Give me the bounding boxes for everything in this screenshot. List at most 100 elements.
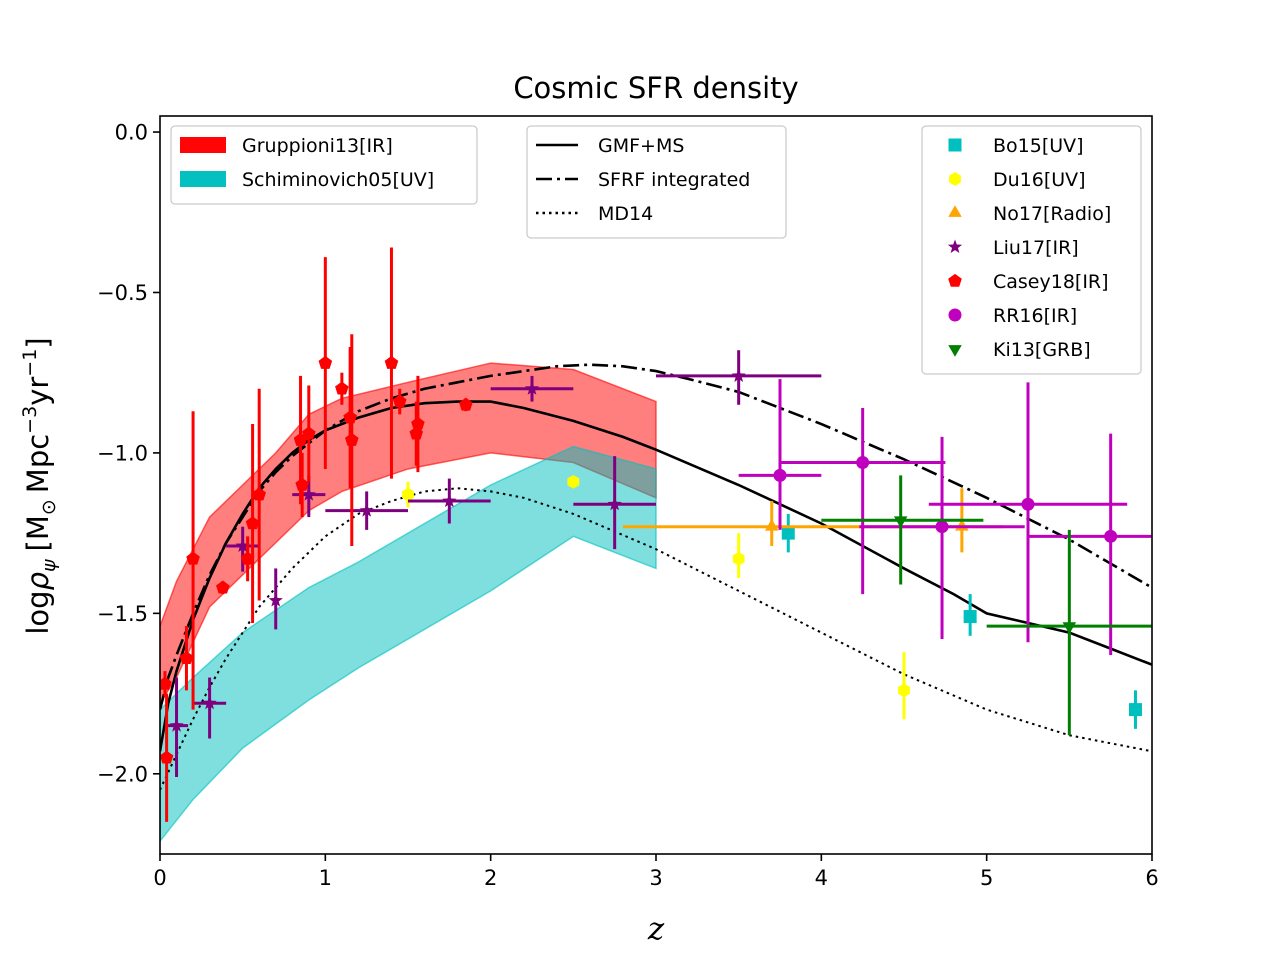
- legend-swatch: [180, 171, 226, 187]
- x-tick-label: 2: [484, 866, 497, 890]
- points-bo15-uv: [781, 513, 1142, 729]
- legend-swatch: [180, 137, 226, 153]
- point-liu17-ir: [524, 381, 540, 395]
- point-casey18-ir: [252, 487, 266, 501]
- y-label-exp1: −3: [19, 406, 41, 434]
- point-casey18-ir: [318, 355, 333, 369]
- point-liu17-ir: [235, 538, 250, 553]
- legend-upper-right: Bo15[UV] Du16[UV] No17[Radio] Liu17[IR] Case…: [921, 125, 1142, 375]
- legend-marker: [948, 345, 962, 357]
- line-sfrf-integrated: [160, 363, 1152, 710]
- point-casey18-ir: [302, 426, 316, 440]
- legend-entry-sfrf-integrated: SFRF integrated: [536, 169, 750, 191]
- points-casey18-ir: [160, 247, 473, 822]
- x-tick-label: 1: [319, 866, 332, 890]
- point-rr16-ir: [773, 468, 787, 482]
- point-liu17-ir: [442, 493, 457, 508]
- point-casey18-ir: [343, 410, 357, 424]
- point-liu17-ir: [169, 718, 184, 732]
- points-liu17-ir: [164, 350, 822, 777]
- legend-marker: [948, 273, 962, 287]
- point-casey18-ir: [160, 676, 172, 690]
- legend-marker: [948, 308, 962, 322]
- x-tick-label: 4: [815, 866, 828, 890]
- point-du16-uv: [898, 683, 910, 698]
- point-casey18-ir: [186, 551, 200, 565]
- point-bo15-uv: [963, 610, 977, 624]
- point-liu17-ir: [301, 487, 316, 501]
- point-casey18-ir: [245, 516, 260, 530]
- legend-label: RR16[IR]: [993, 305, 1077, 327]
- legend-label: Schiminovich05[UV]: [242, 169, 434, 191]
- points-du16-uv: [402, 474, 910, 720]
- y-axis-label-text: logρψ [M⊙ Mpc−3yr−1]: [19, 337, 60, 634]
- plot-area: [160, 247, 1152, 843]
- legend-entry-gruppioni13-ir: Gruppioni13[IR]: [180, 135, 393, 157]
- point-du16-uv: [402, 487, 414, 502]
- legend-entry-casey18-ir: Casey18[IR]: [948, 271, 1109, 293]
- point-liu17-ir: [268, 593, 283, 607]
- legend-entry-md14: MD14: [536, 203, 653, 225]
- point-liu17-ir: [359, 503, 374, 517]
- y-tick-label: −2.0: [97, 762, 148, 786]
- legend-label: SFRF integrated: [598, 169, 750, 191]
- axis-ticks: 0 1 2 3 4 5 6 0.0 −0.5 −1.0 −1.5 −2.0: [97, 121, 1159, 890]
- point-casey18-ir: [459, 397, 473, 411]
- point-liu17-ir: [731, 368, 746, 382]
- point-ki13-grb: [893, 516, 908, 529]
- legend-frame: [170, 125, 478, 205]
- y-tick-label: −0.5: [97, 281, 148, 305]
- chart-title: Cosmic SFR density: [513, 71, 798, 105]
- legend-label: Liu17[IR]: [993, 237, 1079, 259]
- y-tick-label: −1.5: [97, 602, 148, 626]
- point-ki13-grb: [1062, 622, 1077, 634]
- legends: Gruppioni13[IR] Schiminovich05[UV] GMF+MS S…: [170, 125, 1142, 375]
- y-label-yr: yr: [21, 377, 55, 406]
- legend-entry-no17-radio: No17[Radio]: [948, 203, 1111, 225]
- legend-entry-du16-uv: Du16[UV]: [949, 169, 1086, 191]
- legend-marker: [947, 239, 963, 254]
- x-tick-label: 0: [153, 866, 166, 890]
- legend-marker: [949, 172, 961, 186]
- point-rr16-ir: [1021, 497, 1035, 511]
- y-label-exp2: −1: [19, 349, 41, 377]
- points-ki13-grb: [821, 475, 1152, 736]
- point-casey18-ir: [240, 551, 255, 565]
- y-label-psi: ψ: [38, 559, 60, 572]
- y-label-rho: ρ: [21, 571, 55, 590]
- y-label-mpc: Mpc: [21, 434, 55, 493]
- point-bo15-uv: [781, 526, 795, 540]
- legend-entry-gmf-ms: GMF+MS: [536, 135, 684, 157]
- point-casey18-ir: [216, 580, 230, 594]
- legend-entry-ki13-grb: Ki13[GRB]: [948, 339, 1091, 361]
- legend-label: Gruppioni13[IR]: [242, 135, 393, 157]
- point-casey18-ir: [295, 477, 309, 491]
- legend-label: GMF+MS: [598, 135, 684, 157]
- y-label-unit-open: [M: [21, 515, 55, 551]
- y-label-log: log: [21, 590, 55, 634]
- point-du16-uv: [567, 474, 580, 489]
- point-casey18-ir: [384, 355, 399, 369]
- y-tick-label: −1.0: [97, 441, 148, 465]
- point-casey18-ir: [179, 651, 194, 665]
- point-rr16-ir: [935, 520, 949, 534]
- point-casey18-ir: [160, 750, 174, 764]
- legend-entry-liu17-ir: Liu17[IR]: [947, 237, 1079, 259]
- y-tick-label: 0.0: [115, 121, 148, 145]
- points-rr16-ir: [738, 379, 1152, 656]
- legend-label: Bo15[UV]: [993, 135, 1084, 157]
- x-tick-label: 6: [1145, 866, 1158, 890]
- legend-label: Du16[UV]: [993, 169, 1086, 191]
- legend-marker: [948, 138, 962, 152]
- legend-label: MD14: [598, 203, 653, 225]
- band-schiminovich05-uv: [160, 445, 657, 843]
- legend-upper-center: GMF+MS SFRF integrated MD14: [526, 125, 787, 239]
- legend-label: No17[Radio]: [993, 203, 1111, 225]
- legend-entry-schiminovich05-uv: Schiminovich05[UV]: [180, 169, 434, 191]
- x-tick-label: 3: [649, 866, 662, 890]
- point-no17-radio: [764, 518, 779, 531]
- point-rr16-ir: [856, 456, 870, 470]
- y-label-sun: ⊙: [38, 499, 60, 515]
- point-casey18-ir: [411, 416, 425, 430]
